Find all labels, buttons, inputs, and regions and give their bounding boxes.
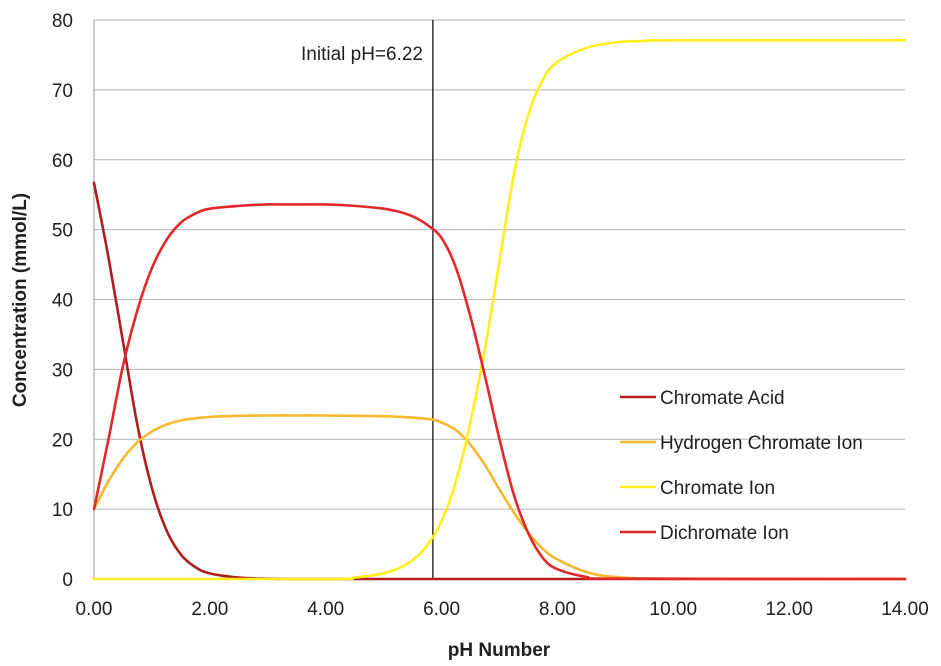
y-tick-label-20: 20 xyxy=(52,430,73,451)
y-tick-label-0: 0 xyxy=(62,570,73,591)
y-tick-label-40: 40 xyxy=(52,291,73,312)
y-tick-labels: 0 10 20 30 40 50 60 70 80 xyxy=(52,11,73,591)
x-tick-label-2: 2.00 xyxy=(191,599,228,620)
series-line-chromate-acid xyxy=(92,181,907,581)
series-lines xyxy=(92,38,907,581)
x-tick-label-6: 6.00 xyxy=(423,599,460,620)
x-tick-label-0: 0.00 xyxy=(76,599,113,620)
x-tick-label-12: 12.00 xyxy=(765,599,813,620)
x-tick-labels: 0.00 2.00 4.00 6.00 8.00 10.00 12.00 14.00 xyxy=(76,599,929,620)
legend: Chromate Acid Hydrogen Chromate Ion Chroma… xyxy=(620,388,863,544)
legend-label-dichromate-ion: Dichromate Ion xyxy=(660,523,789,544)
legend-label-hydrogen-chromate-ion: Hydrogen Chromate Ion xyxy=(660,433,863,454)
gridlines xyxy=(93,19,905,580)
series-line-dichromate-ion xyxy=(92,203,907,581)
legend-label-chromate-ion: Chromate Ion xyxy=(660,478,775,499)
series-line-chromate-ion xyxy=(92,38,907,581)
x-tick-label-14: 14.00 xyxy=(881,599,929,620)
legend-label-chromate-acid: Chromate Acid xyxy=(660,388,785,409)
y-tick-label-10: 10 xyxy=(52,500,73,521)
x-axis-title: pH Number xyxy=(448,640,551,661)
x-tick-label-4: 4.00 xyxy=(307,599,344,620)
y-axis-title: Concentration (mmol/L) xyxy=(10,193,31,407)
y-tick-label-70: 70 xyxy=(52,81,73,102)
series-line-hydrogen-chromate-ion xyxy=(92,414,907,581)
x-tick-label-10: 10.00 xyxy=(650,599,698,620)
y-tick-label-80: 80 xyxy=(52,11,73,32)
initial-ph-annotation: Initial pH=6.22 xyxy=(301,44,423,65)
y-tick-label-50: 50 xyxy=(52,221,73,242)
x-tick-label-8: 8.00 xyxy=(539,599,576,620)
y-tick-label-30: 30 xyxy=(52,360,73,381)
y-tick-label-60: 60 xyxy=(52,151,73,172)
